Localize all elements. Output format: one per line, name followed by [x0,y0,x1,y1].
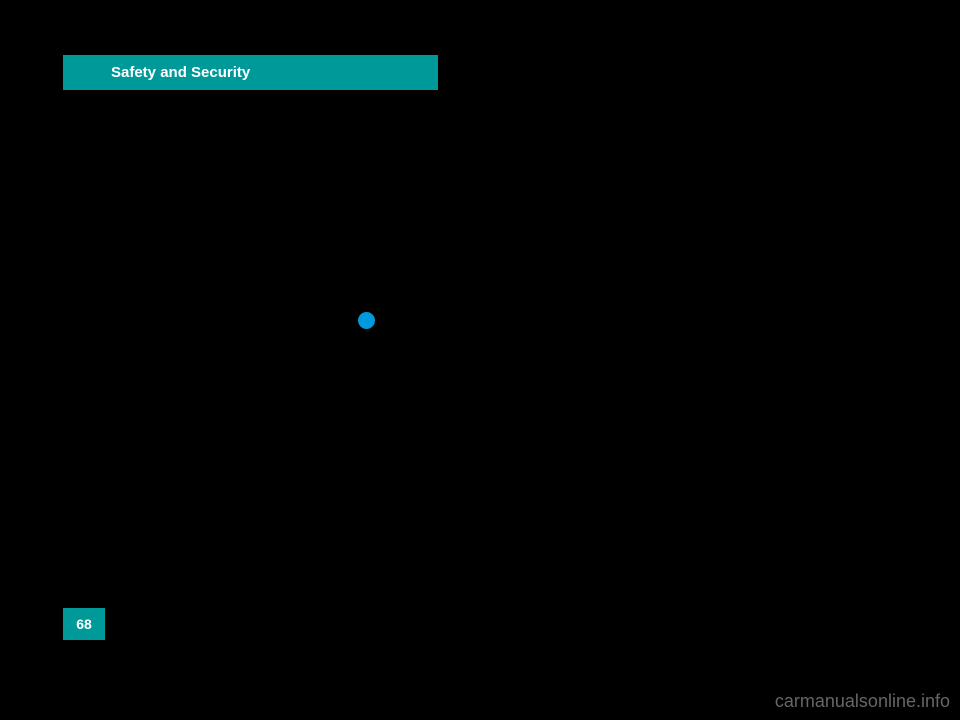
watermark-text: carmanualsonline.info [775,691,950,712]
page-number-box: 68 [63,608,105,640]
page-number: 68 [76,616,92,632]
section-header-tab: Safety and Security [63,55,438,90]
section-title: Safety and Security [111,64,250,81]
bullet-marker-icon [358,312,375,329]
